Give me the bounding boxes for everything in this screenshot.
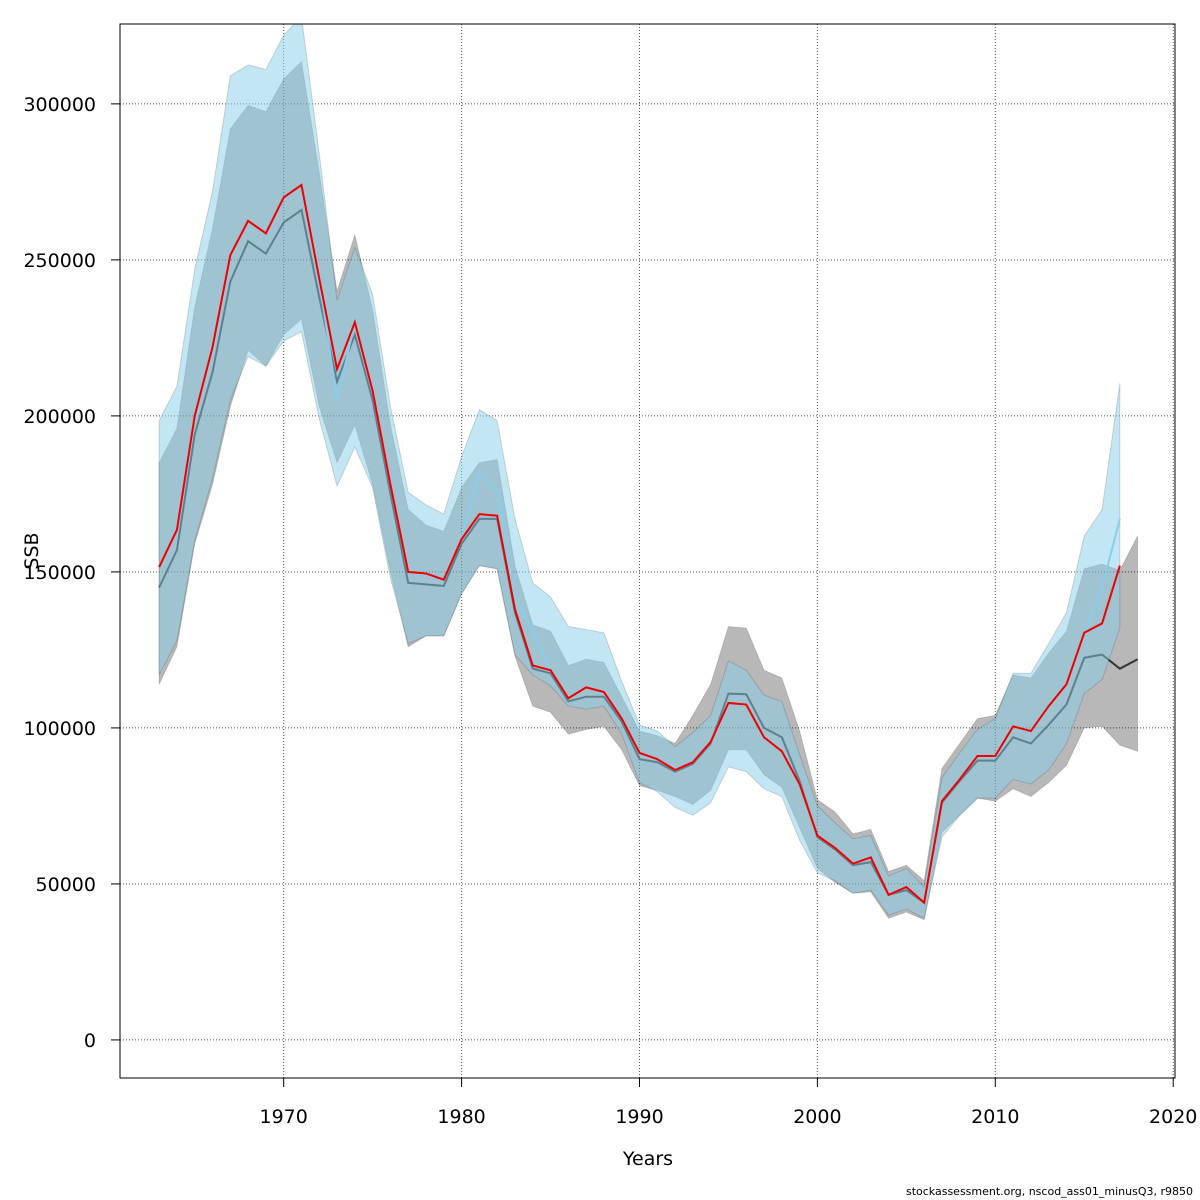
y-tick-label: 150000 (23, 562, 96, 584)
x-tick-label: 1980 (437, 1106, 485, 1128)
y-tick-label: 50000 (36, 874, 96, 896)
x-tick-label: 2020 (1149, 1106, 1197, 1128)
y-tick-label: 250000 (23, 250, 96, 272)
x-axis-label: Years (622, 1148, 673, 1170)
x-tick-label: 1970 (259, 1106, 307, 1128)
footnote: stockassessment.org, nscod_ass01_minusQ3… (906, 1185, 1193, 1198)
plot-frame (119, 23, 1176, 1079)
y-tick-label: 200000 (23, 406, 96, 428)
x-tick-label: 1990 (615, 1106, 663, 1128)
y-tick-label: 0 (84, 1030, 96, 1052)
y-tick-label: 300000 (23, 94, 96, 116)
series-line (158, 183, 1121, 905)
x-tick-label: 2000 (793, 1106, 841, 1128)
x-tick-label: 2010 (971, 1106, 1019, 1128)
y-tick-label: 100000 (23, 718, 96, 740)
confidence-band (158, 24, 1121, 919)
y-axis-label: SSB (21, 532, 43, 569)
